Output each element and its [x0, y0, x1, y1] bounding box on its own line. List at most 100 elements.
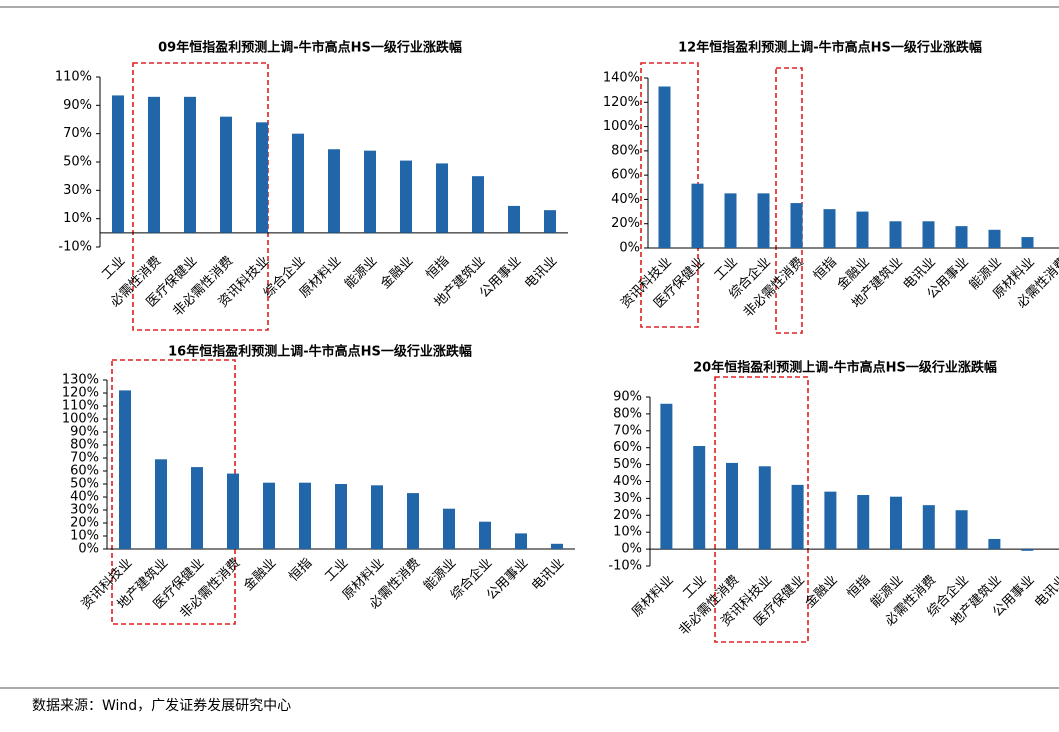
y-tick-label: 90%: [613, 390, 642, 405]
x-tick-label: 工业: [712, 255, 741, 284]
y-tick-label: 60%: [613, 440, 642, 455]
bar: [693, 446, 706, 550]
bar: [400, 160, 412, 233]
bar: [479, 521, 491, 549]
chart-title: 09年恒指盈利预测上调-牛市高点HS一级行业涨跌幅: [158, 40, 462, 56]
y-tick-label: 130%: [62, 373, 99, 388]
bar: [119, 390, 131, 549]
y-tick-label: 0%: [619, 241, 640, 256]
bar: [922, 505, 935, 550]
x-tick-label: 工业: [681, 573, 710, 602]
y-tick-label: 140%: [603, 71, 640, 86]
bar: [155, 459, 167, 549]
y-tick-label: 50%: [63, 155, 92, 170]
bar: [551, 543, 563, 549]
y-tick-label: 50%: [613, 457, 642, 472]
y-tick-label: 100%: [603, 119, 640, 134]
bar: [726, 462, 738, 550]
y-tick-label: 20%: [613, 508, 642, 523]
bar: [658, 86, 671, 248]
y-tick-label: -10%: [608, 559, 642, 574]
bar: [472, 176, 484, 233]
highlight-box: [111, 359, 236, 625]
bar: [856, 211, 869, 248]
bar: [660, 403, 673, 550]
bar: [790, 203, 803, 248]
bar: [263, 482, 275, 549]
y-tick-label: 70%: [63, 126, 92, 141]
y-tick-label: 80%: [611, 143, 640, 158]
x-tick-label: 恒指: [286, 556, 315, 585]
chart-title: 16年恒指盈利预测上调-牛市高点HS一级行业涨跌幅: [168, 344, 472, 360]
x-tick-label: 恒指: [423, 254, 452, 283]
y-tick-label: 20%: [611, 216, 640, 231]
highlight-box: [775, 67, 803, 334]
y-tick-label: 10%: [70, 529, 99, 544]
bar: [1021, 237, 1034, 248]
chart-title: 12年恒指盈利预测上调-牛市高点HS一级行业涨跌幅: [678, 40, 982, 56]
y-tick-label: 30%: [613, 491, 642, 506]
bar: [757, 193, 770, 248]
x-tick-label: 电讯业: [522, 254, 560, 292]
y-tick-label: 50%: [70, 477, 99, 492]
bar: [191, 467, 203, 549]
bar: [544, 210, 556, 233]
x-tick-label: 能源业: [342, 254, 380, 292]
bar: [220, 116, 232, 233]
y-tick-label: 40%: [611, 192, 640, 207]
bar: [823, 209, 836, 248]
bar: [328, 149, 340, 233]
bar: [955, 510, 968, 550]
y-tick-label: 10%: [613, 525, 642, 540]
bar: [724, 193, 737, 248]
bar: [508, 205, 520, 233]
bar: [857, 495, 870, 550]
x-tick-label: 工业: [99, 254, 128, 283]
y-tick-label: 110%: [55, 70, 92, 85]
y-tick-label: 90%: [63, 98, 92, 113]
bar: [407, 493, 419, 549]
y-tick-label: 0%: [78, 542, 99, 557]
y-tick-label: 100%: [62, 412, 99, 427]
highlight-box: [714, 376, 809, 643]
bar: [227, 473, 239, 549]
bar: [691, 183, 704, 248]
y-tick-label: 60%: [70, 464, 99, 479]
y-tick-label: 30%: [63, 183, 92, 198]
bar: [988, 538, 1001, 550]
bar: [335, 484, 347, 549]
bar: [364, 150, 376, 233]
x-tick-label: 电讯业: [529, 556, 567, 594]
y-tick-label: 20%: [70, 516, 99, 531]
y-tick-label: 70%: [613, 423, 642, 438]
bar: [889, 221, 902, 248]
bar: [184, 96, 196, 233]
bar: [988, 229, 1001, 248]
y-tick-label: 80%: [613, 406, 642, 421]
y-tick-label: 120%: [603, 95, 640, 110]
x-tick-label: 金融业: [240, 555, 279, 594]
y-tick-label: 30%: [70, 503, 99, 518]
bar: [955, 226, 968, 248]
y-tick-label: 40%: [613, 474, 642, 489]
bar: [443, 508, 455, 549]
x-tick-label: 恒指: [845, 573, 874, 602]
bar: [112, 95, 124, 233]
x-tick-label: 电讯业: [1032, 573, 1059, 611]
y-tick-label: 80%: [70, 438, 99, 453]
x-tick-label: 金融业: [377, 253, 416, 292]
bar: [890, 496, 902, 550]
x-tick-label: 工业: [322, 556, 351, 585]
bar: [371, 485, 383, 549]
y-tick-label: 60%: [611, 168, 640, 183]
bar: [148, 96, 160, 233]
bar: [1021, 549, 1034, 551]
y-tick-label: 120%: [62, 386, 99, 401]
chart-title: 20年恒指盈利预测上调-牛市高点HS一级行业涨跌幅: [693, 360, 997, 376]
x-tick-label: 恒指: [811, 255, 840, 284]
bar: [299, 482, 311, 549]
y-tick-label: 70%: [70, 451, 99, 466]
y-tick-label: 10%: [63, 211, 92, 226]
y-tick-label: -10%: [58, 240, 92, 255]
